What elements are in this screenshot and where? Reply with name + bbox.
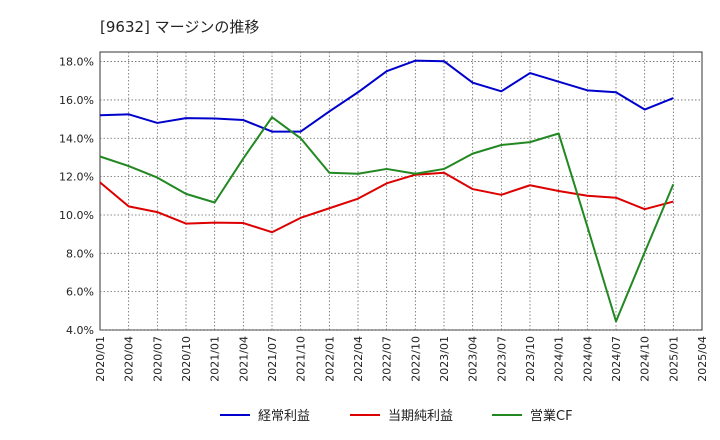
y-tick-label: 8.0% (66, 247, 94, 260)
x-tick-label: 2020/07 (151, 336, 164, 382)
y-tick-label: 18.0% (59, 56, 94, 69)
x-tick-label: 2021/10 (295, 336, 308, 382)
x-tick-label: 2023/04 (467, 336, 480, 382)
plot-frame (99, 51, 703, 331)
y-tick-label: 10.0% (59, 209, 94, 222)
x-tick-label: 2024/01 (553, 336, 566, 382)
x-tick-label: 2020/04 (123, 336, 136, 382)
x-tick-label: 2020/10 (180, 336, 193, 382)
legend-label: 経常利益 (258, 409, 310, 424)
series-line-経常利益 (99, 59, 674, 133)
x-tick-label: 2024/07 (610, 336, 623, 382)
series-line-営業CF (99, 116, 675, 323)
y-tick-label: 14.0% (59, 132, 94, 145)
y-tick-label: 6.0% (66, 286, 94, 299)
y-tick-label: 4.0% (66, 324, 94, 337)
x-tick-label: 2022/10 (409, 336, 422, 382)
x-tick-label: 2024/10 (639, 336, 652, 382)
x-tick-label: 2021/07 (266, 336, 279, 382)
x-tick-label: 2021/04 (237, 336, 250, 382)
plot-area: 4.0% 6.0% 8.0% 10.0% 12.0% 14.0% 16.0% 18.0% 202… (59, 51, 709, 382)
x-tick-label: 2022/04 (352, 336, 365, 382)
x-tick-label: 2025/01 (667, 336, 680, 382)
x-tick-label: 2022/01 (323, 336, 336, 382)
x-tick-label: 2024/04 (581, 336, 594, 382)
x-tick-label: 2023/01 (438, 336, 451, 382)
legend-label: 当期純利益 (388, 409, 453, 424)
y-tick-label: 12.0% (59, 171, 94, 184)
legend: 経常利益 当期純利益 営業CF (220, 408, 573, 424)
y-tick-label: 16.0% (59, 94, 94, 107)
chart-title: [9632] マージンの推移 (100, 18, 259, 36)
x-tick-label: 2021/01 (209, 336, 222, 382)
legend-label: 営業CF (530, 408, 573, 424)
x-tick-label: 2025/04 (696, 336, 709, 382)
x-tick-label: 2022/07 (381, 336, 394, 382)
x-tick-label: 2023/07 (495, 336, 508, 382)
x-tick-label: 2020/01 (94, 336, 107, 382)
x-tick-label: 2023/10 (524, 336, 537, 382)
